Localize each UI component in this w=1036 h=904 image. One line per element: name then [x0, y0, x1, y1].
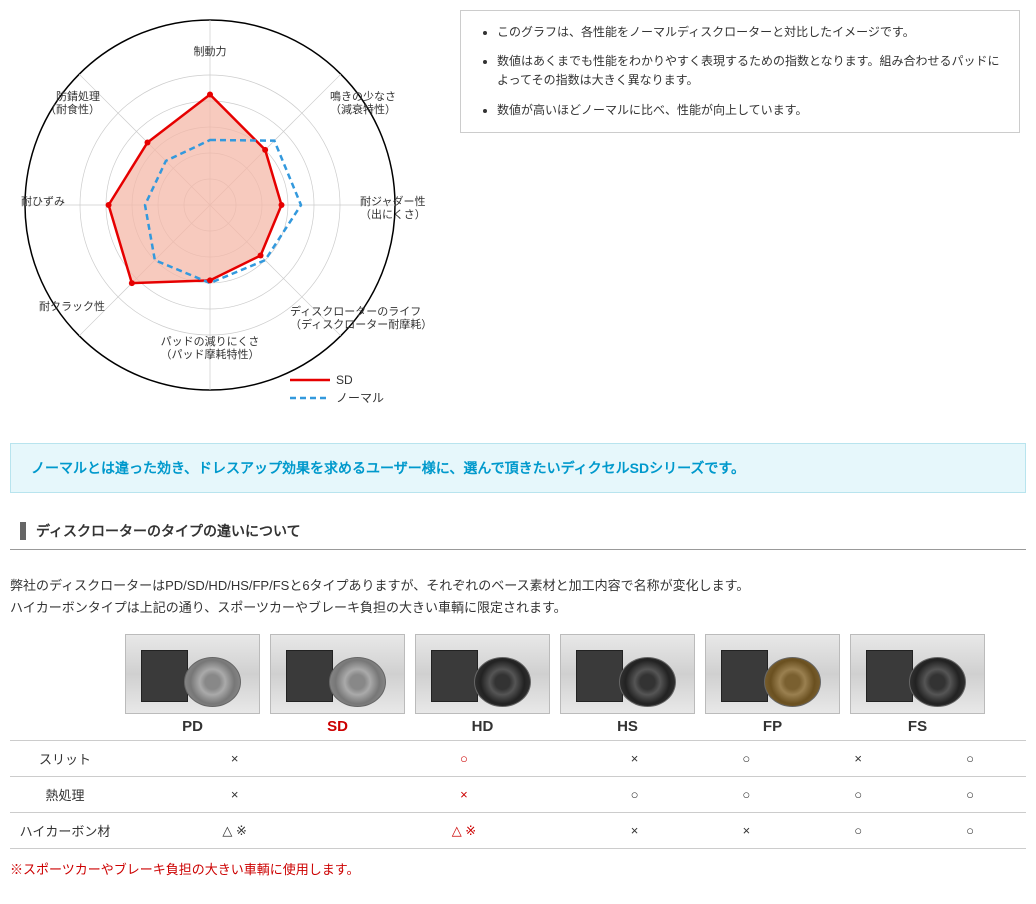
svg-text:（耐食性）: （耐食性） — [45, 102, 100, 116]
table-row: ハイカーボン材△ ※△ ※××○○ — [10, 813, 1026, 849]
table-cell: × — [690, 813, 802, 849]
product-image — [560, 634, 695, 714]
row-label: ハイカーボン材 — [10, 813, 120, 849]
body-line: ハイカーボンタイプは上記の通り、スポーツカーやブレーキ負担の大きい車輌に限定され… — [10, 597, 1026, 619]
svg-text:制動力: 制動力 — [194, 44, 227, 58]
table-cell: ○ — [914, 741, 1026, 777]
product-label: FP — [700, 718, 845, 735]
product-cell: FP — [700, 634, 845, 735]
table-row: スリット×○×○×○ — [10, 741, 1026, 777]
radar-chart: 制動力鳴きの少なさ（減衰特性）耐ジャダー性（出にくさ）ディスクローターのライフ（… — [10, 10, 430, 413]
product-label: SD — [265, 718, 410, 735]
table-row: 熱処理××○○○○ — [10, 777, 1026, 813]
table-cell: ○ — [579, 777, 691, 813]
svg-text:鳴きの少なさ: 鳴きの少なさ — [330, 89, 396, 103]
svg-text:耐クラック性: 耐クラック性 — [39, 299, 105, 313]
table-cell: △ ※ — [120, 813, 349, 849]
product-cell: HD — [410, 634, 555, 735]
product-image — [270, 634, 405, 714]
body-text: 弊社のディスクローターはPD/SD/HD/HS/FP/FSと6タイプありますが、… — [0, 550, 1036, 634]
svg-text:（出にくさ）: （出にくさ） — [360, 207, 426, 221]
table-cell: ○ — [914, 777, 1026, 813]
section-header-bar — [20, 522, 26, 540]
table-cell: × — [120, 741, 349, 777]
svg-text:耐ひずみ: 耐ひずみ — [21, 195, 65, 208]
table-cell: ○ — [802, 777, 914, 813]
product-label: HD — [410, 718, 555, 735]
row-label: 熱処理 — [10, 777, 120, 813]
note-item: 数値が高いほどノーマルに比べ、性能が向上しています。 — [497, 101, 1001, 120]
svg-text:ディスクローターのライフ: ディスクローターのライフ — [290, 304, 421, 318]
section-title: ディスクローターのタイプの違いについて — [36, 521, 301, 541]
note-item: このグラフは、各性能をノーマルディスクローターと対比したイメージです。 — [497, 23, 1001, 42]
product-image — [125, 634, 260, 714]
svg-text:（パッド摩耗特性）: （パッド摩耗特性） — [161, 347, 260, 361]
svg-text:（減衰特性）: （減衰特性） — [330, 102, 396, 116]
product-image — [415, 634, 550, 714]
table-cell: × — [579, 741, 691, 777]
svg-text:防錆処理: 防錆処理 — [56, 89, 100, 103]
svg-text:ノーマル: ノーマル — [336, 391, 384, 405]
footnote: ※スポーツカーやブレーキ負担の大きい車輌に使用します。 — [0, 849, 1036, 888]
product-label: HS — [555, 718, 700, 735]
product-row: PD SD HD HS FP FS — [0, 634, 1036, 740]
callout-banner: ノーマルとは違った効き、ドレスアップ効果を求めるユーザー様に、選んで頂きたいディ… — [10, 443, 1026, 493]
table-cell: ○ — [802, 813, 914, 849]
product-image — [705, 634, 840, 714]
product-image — [850, 634, 985, 714]
table-cell: △ ※ — [349, 813, 578, 849]
table-cell: × — [120, 777, 349, 813]
table-cell: ○ — [690, 741, 802, 777]
table-cell: × — [349, 777, 578, 813]
notes-box: このグラフは、各性能をノーマルディスクローターと対比したイメージです。数値はあく… — [460, 10, 1020, 133]
table-cell: × — [802, 741, 914, 777]
table-cell: ○ — [690, 777, 802, 813]
svg-text:耐ジャダー性: 耐ジャダー性 — [360, 194, 425, 208]
product-cell: PD — [120, 634, 265, 735]
section-header: ディスクローターのタイプの違いについて — [10, 513, 1026, 550]
row-label: スリット — [10, 741, 120, 777]
note-item: 数値はあくまでも性能をわかりやすく表現するための指数となります。組み合わせるパッ… — [497, 52, 1001, 90]
svg-text:パッドの減りにくさ: パッドの減りにくさ — [161, 334, 260, 348]
comparison-table: スリット×○×○×○熱処理××○○○○ハイカーボン材△ ※△ ※××○○ — [10, 740, 1026, 849]
body-line: 弊社のディスクローターはPD/SD/HD/HS/FP/FSと6タイプありますが、… — [10, 575, 1026, 597]
table-cell: ○ — [914, 813, 1026, 849]
table-cell: × — [579, 813, 691, 849]
svg-text:（ディスクローター耐摩耗）: （ディスクローター耐摩耗） — [290, 317, 430, 331]
svg-text:SD: SD — [336, 373, 353, 387]
product-cell: FS — [845, 634, 990, 735]
product-cell: HS — [555, 634, 700, 735]
product-label: FS — [845, 718, 990, 735]
product-label: PD — [120, 718, 265, 735]
table-cell: ○ — [349, 741, 578, 777]
product-cell: SD — [265, 634, 410, 735]
